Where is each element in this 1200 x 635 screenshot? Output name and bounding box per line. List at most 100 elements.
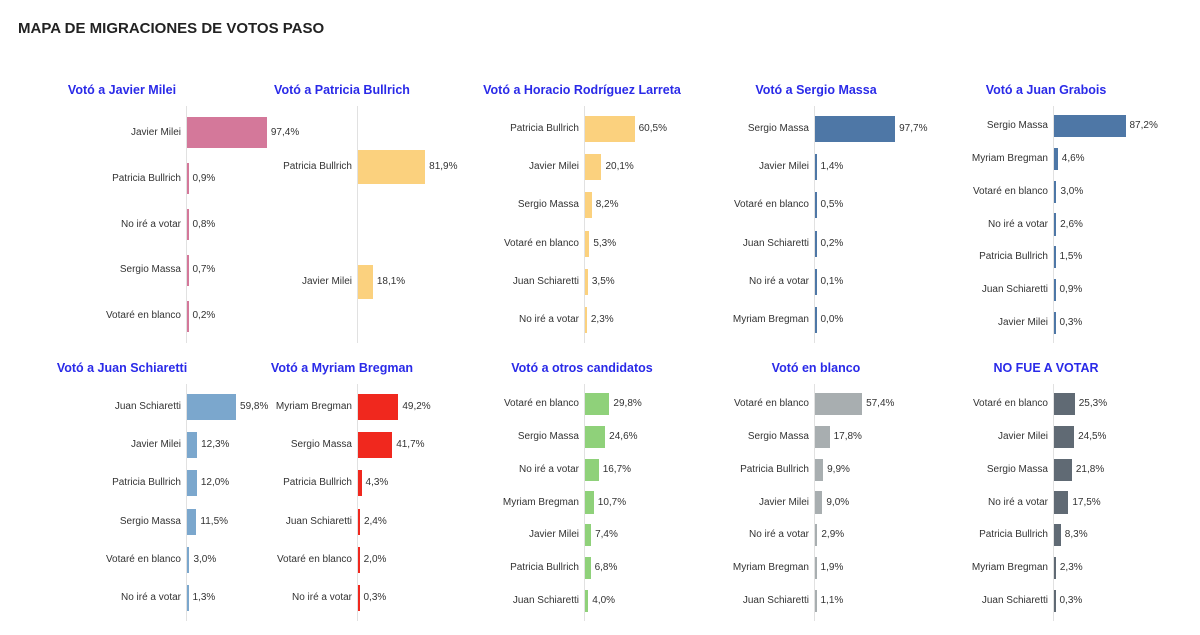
category-label: Juan Schiaretti <box>742 594 809 606</box>
chart-panel: Votó a Juan Grabois Sergio Massa 87,2% Myri… <box>925 82 1165 352</box>
category-label: Javier Milei <box>997 316 1048 328</box>
bar <box>1054 524 1061 547</box>
bar <box>1054 246 1056 269</box>
value-label: 17,8% <box>833 431 862 443</box>
value-label: 11,5% <box>200 515 229 527</box>
category-label: Juan Schiaretti <box>114 401 181 413</box>
category-label: Javier Milei <box>528 529 579 541</box>
value-label: 0,0% <box>820 313 844 325</box>
axis-line <box>186 384 187 621</box>
bar <box>585 589 589 612</box>
value-label: 2,0% <box>363 553 387 565</box>
category-label: Javier Milei <box>130 126 181 138</box>
category-label: Javier Milei <box>758 161 809 173</box>
bar <box>187 508 197 535</box>
axis-line <box>814 384 815 621</box>
axis-line <box>357 384 358 621</box>
category-label: No iré a votar <box>748 529 809 541</box>
value-label: 8,2% <box>595 199 619 211</box>
category-label: Juan Schiaretti <box>981 283 1048 295</box>
value-label: 5,3% <box>593 237 617 249</box>
bar <box>815 393 863 416</box>
category-label: Sergio Massa <box>747 431 809 443</box>
category-label: Votaré en blanco <box>972 185 1048 197</box>
value-label: 25,3% <box>1078 398 1108 410</box>
category-label: Javier Milei <box>528 161 579 173</box>
chart-title: Votó a Sergio Massa <box>755 83 877 97</box>
bar <box>815 268 817 295</box>
value-label: 0,3% <box>363 591 387 603</box>
category-label: Votaré en blanco <box>972 398 1048 410</box>
category-label: No iré a votar <box>120 218 181 230</box>
value-label: 21,8% <box>1075 463 1105 475</box>
value-label: 0,8% <box>192 218 216 230</box>
bar <box>585 116 635 143</box>
bar <box>1054 393 1075 416</box>
bar <box>815 425 830 449</box>
bar <box>1054 213 1057 236</box>
value-label: 4,3% <box>365 477 389 489</box>
bar <box>358 584 360 611</box>
axis-line <box>584 384 585 621</box>
value-label: 2,3% <box>1059 561 1083 573</box>
chart-panel: Votó en blanco Votaré en blanco 57,4% Sergi… <box>698 360 919 630</box>
bar <box>187 546 190 573</box>
value-label: 0,3% <box>1059 316 1083 328</box>
value-label: 0,9% <box>1059 283 1083 295</box>
chart-title: NO FUE A VOTAR <box>993 361 1099 375</box>
bar <box>585 393 610 416</box>
value-label: 24,5% <box>1078 431 1107 443</box>
bar <box>187 470 197 497</box>
chart-panel: NO FUE A VOTAR Votaré en blanco 25,3% Javie… <box>925 360 1165 630</box>
axis-line <box>357 106 358 343</box>
bar <box>585 192 592 219</box>
bar <box>815 154 817 181</box>
value-label: 8,3% <box>1064 529 1088 541</box>
category-label: Juan Schiaretti <box>512 594 579 606</box>
value-label: 3,5% <box>591 275 615 287</box>
category-label: Juan Schiaretti <box>742 237 809 249</box>
category-label: Sergio Massa <box>986 463 1048 475</box>
category-label: Patricia Bullrich <box>112 477 181 489</box>
category-label: Myriam Bregman <box>971 153 1048 165</box>
bar <box>585 458 599 481</box>
chart-title: Votó a Javier Milei <box>67 83 177 97</box>
category-label: Patricia Bullrich <box>510 123 579 135</box>
bar <box>815 556 817 580</box>
category-label: Sergio Massa <box>747 123 809 135</box>
category-label: No iré a votar <box>518 463 579 475</box>
value-label: 24,6% <box>609 431 638 443</box>
value-label: 97,7% <box>899 123 928 135</box>
bar <box>1054 278 1056 302</box>
category-label: Sergio Massa <box>517 431 579 443</box>
bar <box>187 584 189 611</box>
bar <box>815 306 817 333</box>
value-label: 16,7% <box>602 463 632 475</box>
bar <box>1054 425 1075 449</box>
bar <box>815 458 824 481</box>
value-label: 2,6% <box>1060 218 1083 230</box>
value-label: 9,9% <box>827 463 850 475</box>
bar <box>815 491 823 514</box>
value-label: 0,3% <box>1059 594 1083 606</box>
bar <box>358 394 399 421</box>
bar <box>815 192 817 219</box>
bar <box>1054 147 1058 171</box>
value-label: 1,1% <box>820 594 844 606</box>
category-label: Sergio Massa <box>290 439 352 451</box>
bar <box>815 524 818 547</box>
value-label: 2,3% <box>590 313 614 325</box>
chart-title: Votó a otros candidatos <box>511 361 653 375</box>
category-label: Myriam Bregman <box>275 401 352 413</box>
value-label: 57,4% <box>866 398 895 410</box>
category-label: No iré a votar <box>987 218 1048 230</box>
category-label: Myriam Bregman <box>732 561 809 573</box>
value-label: 12,3% <box>201 439 230 451</box>
category-label: Votaré en blanco <box>105 310 181 322</box>
category-label: Myriam Bregman <box>732 313 809 325</box>
chart-panel: Votó a Javier Milei Javier Milei 97,4% Patr… <box>14 82 299 352</box>
bar <box>1054 589 1056 612</box>
value-label: 1,9% <box>820 561 844 573</box>
category-label: Patricia Bullrich <box>112 172 181 184</box>
value-label: 3,0% <box>193 553 217 565</box>
